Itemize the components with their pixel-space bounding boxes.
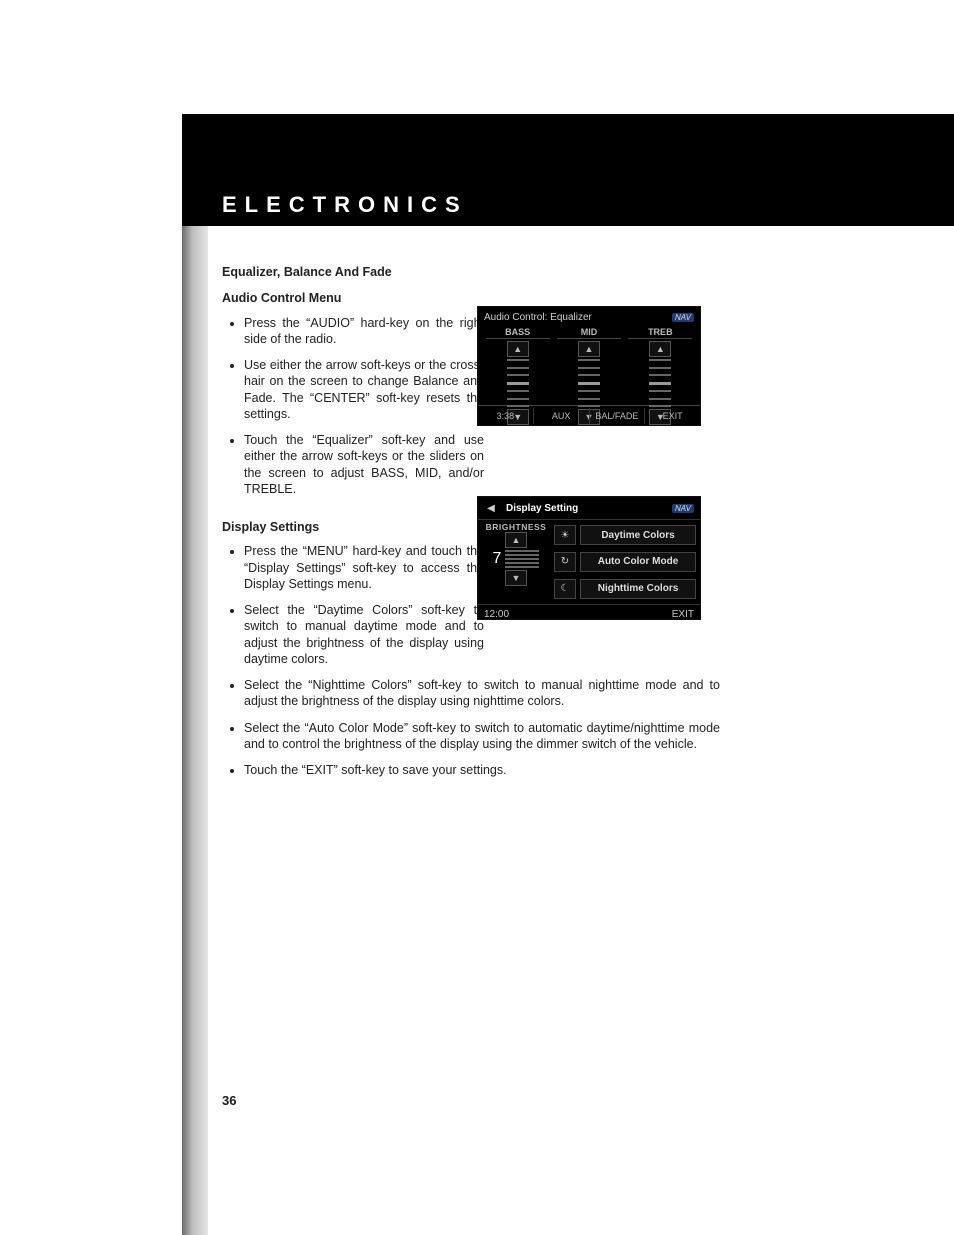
fig1-time: 3:38	[478, 408, 533, 424]
bullet-item: Use either the arrow soft-keys or the cr…	[244, 357, 484, 422]
bullet-item: Press the “AUDIO” hard-key on the right …	[244, 315, 484, 348]
fig1-balfade-button[interactable]: BAL/FADE	[589, 408, 645, 424]
equalizer-columns: BASS▲▼MID▲▼TREB▲▼	[478, 327, 700, 405]
fig2-time: 12:00	[484, 609, 509, 620]
bullet-item: Press the “MENU” hard-key and touch the …	[244, 543, 484, 592]
page-number: 36	[222, 1093, 236, 1108]
eq-band-label: TREB	[628, 327, 692, 339]
brightness-scale-icon	[505, 550, 539, 568]
bullet-item: Select the “Nighttime Colors” soft-key t…	[244, 677, 720, 710]
left-fade-gutter	[182, 226, 208, 1235]
color-mode-button[interactable]: Daytime Colors	[580, 525, 696, 545]
brightness-label: BRIGHTNESS	[486, 522, 547, 532]
eq-up-button[interactable]: ▲	[649, 341, 671, 357]
bullet-item: Touch the “Equalizer” soft-key and use e…	[244, 432, 484, 497]
color-mode-icon: ☾	[554, 579, 576, 599]
color-mode-icon: ↻	[554, 552, 576, 572]
color-mode-row: ☾Nighttime Colors	[554, 579, 696, 599]
brightness-value: 7	[493, 550, 502, 568]
eq-band-label: MID	[557, 327, 621, 339]
color-mode-options: ☀Daytime Colors↻Auto Color Mode☾Nighttim…	[554, 520, 700, 604]
eq-band-label: BASS	[486, 327, 550, 339]
eq-slider[interactable]	[649, 359, 671, 407]
eq-slider[interactable]	[578, 359, 600, 407]
bullet-item: Select the “Daytime Colors” soft-key to …	[244, 602, 484, 667]
color-mode-row: ↻Auto Color Mode	[554, 552, 696, 572]
eq-column: BASS▲▼	[486, 327, 550, 405]
nav-icon: NAV	[672, 504, 694, 513]
brightness-up-button[interactable]: ▲	[505, 532, 527, 548]
color-mode-row: ☀Daytime Colors	[554, 525, 696, 545]
eq-column: TREB▲▼	[628, 327, 692, 405]
fig1-exit-button[interactable]: EXIT	[644, 408, 700, 424]
fig1-title: Audio Control: Equalizer	[484, 312, 592, 323]
eq-up-button[interactable]: ▲	[507, 341, 529, 357]
eq-slider[interactable]	[507, 359, 529, 407]
audio-control-bullets: Press the “AUDIO” hard-key on the right …	[222, 315, 484, 498]
figure-equalizer-screenshot: Audio Control: Equalizer NAV BASS▲▼MID▲▼…	[477, 306, 701, 426]
color-mode-button[interactable]: Nighttime Colors	[580, 579, 696, 599]
chapter-header: ELECTRONICS	[182, 114, 954, 226]
figure-display-settings-screenshot: ◀ Display Setting NAV BRIGHTNESS ▲ 7 ▼ ☀…	[477, 496, 701, 620]
eq-column: MID▲▼	[557, 327, 621, 405]
chapter-title: ELECTRONICS	[222, 192, 954, 218]
color-mode-button[interactable]: Auto Color Mode	[580, 552, 696, 572]
eq-up-button[interactable]: ▲	[578, 341, 600, 357]
display-settings-bullets-b: Select the “Nighttime Colors” soft-key t…	[222, 677, 720, 778]
color-mode-icon: ☀	[554, 525, 576, 545]
back-arrow-icon[interactable]: ◀	[484, 503, 498, 514]
nav-icon: NAV	[672, 313, 694, 322]
bullet-item: Touch the “EXIT” soft-key to save your s…	[244, 762, 720, 778]
bullet-item: Select the “Auto Color Mode” soft-key to…	[244, 720, 720, 753]
display-settings-bullets-a: Press the “MENU” hard-key and touch the …	[222, 543, 484, 667]
brightness-down-button[interactable]: ▼	[505, 570, 527, 586]
fig1-aux-button[interactable]: AUX	[533, 408, 589, 424]
fig2-title: Display Setting	[506, 503, 578, 514]
section-heading-equalizer: Equalizer, Balance And Fade	[222, 264, 698, 280]
fig2-exit-button[interactable]: EXIT	[672, 609, 694, 620]
subheading-audio-control: Audio Control Menu	[222, 290, 698, 306]
